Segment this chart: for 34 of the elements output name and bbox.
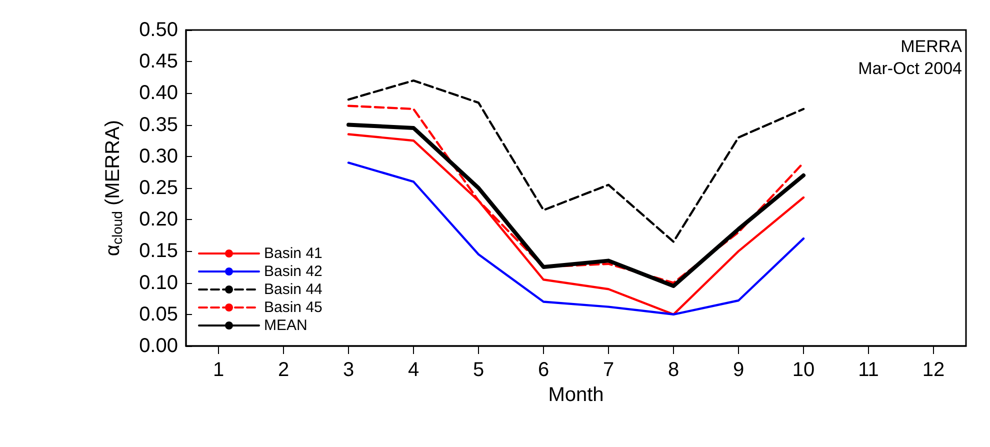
x-tick-label: 3: [342, 359, 354, 381]
x-tick-label: 5: [472, 359, 484, 381]
y-tick-label: 0.45: [139, 50, 178, 73]
annotation: MERRA: [900, 37, 963, 56]
annotation: Mar-Oct 2004: [858, 59, 962, 78]
x-tick-label: 12: [922, 359, 945, 381]
x-tick-label: 6: [538, 359, 550, 381]
x-tick-label: 9: [732, 359, 744, 381]
line-series: [347, 79, 805, 243]
y-tick-label: 0.15: [139, 240, 178, 262]
legend-label: MEAN: [264, 317, 308, 334]
y-tick-label: 0.40: [139, 82, 178, 104]
x-tick-label: 10: [792, 359, 815, 381]
line-series: [347, 162, 805, 316]
y-tick-label: 0.50: [139, 19, 178, 41]
legend-label: Basin 45: [264, 299, 322, 316]
y-tick-label: 0.20: [139, 208, 178, 231]
y-tick-label: 0.10: [139, 272, 178, 294]
x-tick-label: 7: [602, 359, 614, 381]
y-axis-title: αcloud (MERRA): [102, 120, 125, 256]
x-tick-label: 11: [858, 359, 879, 381]
x-axis-title: Month: [548, 384, 604, 406]
y-tick-label: 0.05: [139, 303, 178, 326]
x-tick-label: 8: [668, 359, 680, 381]
y-tick-label: 0.35: [139, 114, 178, 136]
legend-label: Basin 42: [264, 263, 322, 280]
x-tick-label: 1: [212, 359, 224, 381]
y-tick-label: 0.25: [139, 177, 178, 199]
y-tick-label: 0.30: [139, 145, 178, 168]
legend-label: Basin 44: [264, 281, 322, 298]
legend-label: Basin 41: [264, 245, 322, 262]
y-tick-label: 0.00: [139, 335, 178, 357]
x-tick-label: 2: [278, 359, 290, 381]
x-tick-label: 4: [408, 359, 420, 381]
